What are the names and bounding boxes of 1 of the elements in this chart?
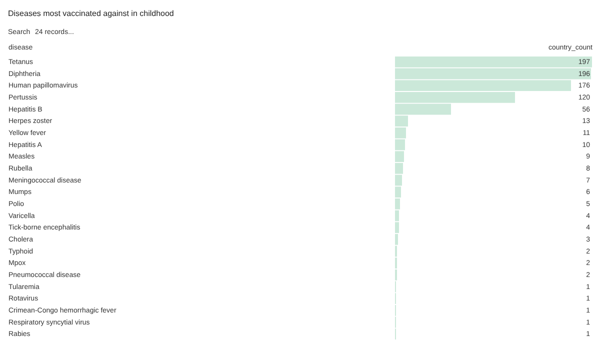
text: Diseases most vaccinated against in childhood [8, 9, 174, 18]
